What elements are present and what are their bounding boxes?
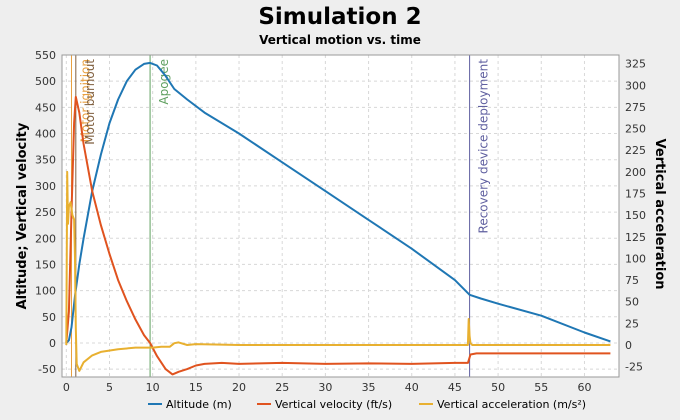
y-left-tick-label: 450 [35,101,56,114]
x-tick-label: 5 [106,381,113,394]
y-left-tick-label: 200 [35,232,56,245]
series-line-1 [65,95,611,376]
y-left-tick-label: 400 [35,128,56,141]
legend-label: Vertical acceleration (m/s²) [437,398,586,411]
event-label: Recovery device deployment [477,59,491,234]
y-right-tick-label: 0 [625,339,632,352]
y-right-tick-label: 200 [625,166,646,179]
y-right-tick-label: 125 [625,231,646,244]
chart-title: Simulation 2 [258,4,421,30]
series-line-2 [65,170,611,372]
legend-label: Altitude (m) [166,398,232,411]
x-tick-label: 40 [405,381,419,394]
plot-border [61,54,620,378]
x-tick-label: 60 [577,381,591,394]
event-label: Motor burnout [83,59,97,145]
grid [62,54,619,377]
y-right-tick-label: 150 [625,209,646,222]
chart-subtitle: Vertical motion vs. time [259,33,421,47]
y-left-tick-label: 500 [35,75,56,88]
x-tick-label: 30 [318,381,332,394]
x-tick-label: 25 [275,381,289,394]
y-right-tick-label: 250 [625,123,646,136]
legend: Altitude (m) Vertical velocity (ft/s) Vert… [148,398,586,411]
y-left-tick-label: 550 [35,49,56,62]
x-tick-label: 10 [146,381,160,394]
y-axis-left-label: Altitude; Vertical velocity [15,122,30,309]
x-axis-ticks: 0 5 10 15 20 25 30 35 40 45 50 55 60 [63,381,592,394]
x-tick-label: 35 [362,381,376,394]
series-group [65,61,611,376]
x-tick-label: 45 [448,381,462,394]
y-left-tick-label: 0 [49,337,56,350]
y-right-tick-label: 50 [625,296,639,309]
x-tick-label: 50 [491,381,505,394]
y-axis-right-label: Vertical acceleration [652,138,667,289]
y-right-tick-label: 325 [625,58,646,71]
y-left-tick-label: 350 [35,154,56,167]
y-left-tick-label: 250 [35,206,56,219]
y-right-tick-label: 300 [625,79,646,92]
x-tick-label: 20 [232,381,246,394]
y-left-tick-label: 100 [35,285,56,298]
y-left-tick-label: 300 [35,180,56,193]
y-left-tick-label: -50 [38,363,56,376]
y-left-tick-label: 50 [42,311,56,324]
y-left-tick-label: 150 [35,258,56,271]
x-tick-label: 15 [189,381,203,394]
y-right-tick-label: 100 [625,252,646,265]
y-right-tick-label: -25 [625,361,643,374]
y-right-tick-label: 275 [625,101,646,114]
event-label: Motor ignition [78,59,92,142]
y-axis-left-ticks: -50 0 50 100 150 200 250 300 350 400 450 500 550 [35,49,56,376]
x-tick-label: 0 [63,381,70,394]
y-axis-right-ticks: -25 0 25 50 75 100 125 150 175 200 225 250 275 300 325 [625,58,646,374]
y-right-tick-label: 75 [625,274,639,287]
series-line-0 [65,61,611,344]
plot-area [62,55,619,377]
x-tick-label: 55 [534,381,548,394]
y-right-tick-label: 175 [625,187,646,200]
y-right-tick-label: 25 [625,317,639,330]
y-right-tick-label: 225 [625,144,646,157]
legend-label: Vertical velocity (ft/s) [275,398,392,411]
